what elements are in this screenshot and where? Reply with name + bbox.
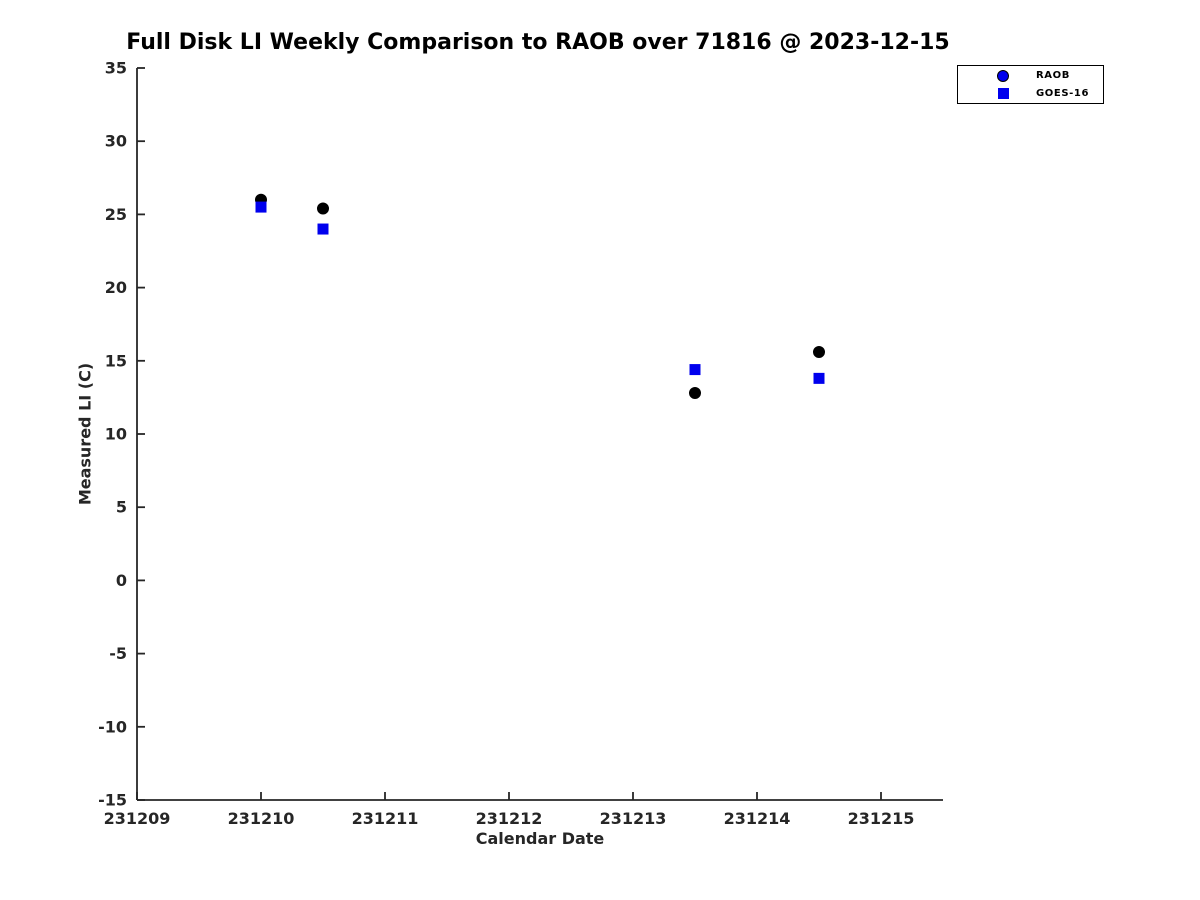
- y-tick-label: -5: [109, 644, 127, 663]
- y-tick-label: 0: [116, 571, 127, 590]
- x-tick-label: 231213: [600, 809, 667, 828]
- legend-label-raob: RAOB: [1036, 70, 1070, 81]
- y-tick-label: 25: [105, 205, 127, 224]
- x-tick-label: 231210: [228, 809, 295, 828]
- y-tick-label: 30: [105, 132, 127, 151]
- legend: RAOB GOES-16: [957, 65, 1104, 104]
- y-tick-label: 15: [105, 351, 127, 370]
- y-tick-label: 10: [105, 425, 127, 444]
- x-tick-label: 231215: [848, 809, 915, 828]
- y-tick-label: 35: [105, 59, 127, 78]
- data-point-raob: [689, 387, 701, 400]
- data-point-goes-16: [317, 223, 329, 235]
- y-axis-label: Measured LI (C): [75, 362, 95, 506]
- legend-label-goes-16: GOES-16: [1036, 88, 1090, 99]
- data-point-raob: [317, 202, 329, 215]
- raob-circle-marker-icon: [997, 69, 1009, 82]
- legend-entry-goes-16: GOES-16: [958, 85, 1103, 102]
- data-point-goes-16: [689, 364, 701, 376]
- y-tick-label: -10: [98, 717, 127, 736]
- x-tick-label: 231214: [724, 809, 791, 828]
- x-axis-label: Calendar Date: [475, 829, 605, 848]
- chart-title: Full Disk LI Weekly Comparison to RAOB o…: [126, 30, 950, 55]
- x-tick-label: 231209: [104, 809, 171, 828]
- raob-marker-box: [996, 69, 1010, 83]
- data-point-goes-16: [255, 201, 267, 213]
- x-tick-label: 231212: [476, 809, 543, 828]
- data-point-goes-16: [813, 372, 825, 384]
- legend-entry-raob: RAOB: [958, 67, 1103, 84]
- x-tick-label: 231211: [352, 809, 419, 828]
- data-point-raob: [813, 346, 825, 359]
- y-tick-label: 5: [116, 498, 127, 517]
- y-tick-label: -15: [98, 791, 127, 810]
- goes-16-marker-box: [996, 87, 1010, 101]
- goes-16-square-marker-icon: [997, 88, 1009, 99]
- y-tick-label: 20: [105, 278, 127, 297]
